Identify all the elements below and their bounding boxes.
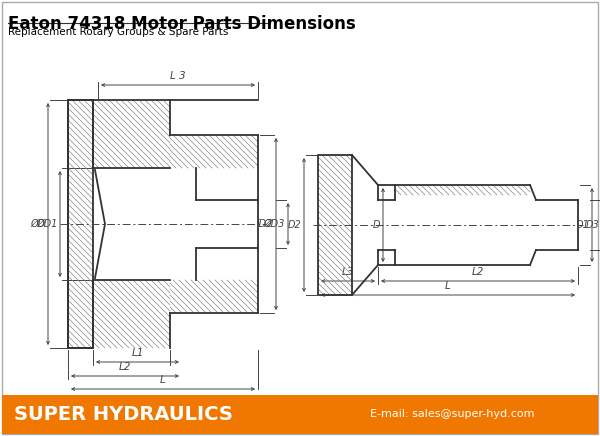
Text: Eaton 74318 Motor Parts Dimensions: Eaton 74318 Motor Parts Dimensions	[8, 15, 356, 33]
Bar	[93, 168, 196, 280]
Text: ØD3: ØD3	[263, 219, 285, 229]
Text: L3: L3	[342, 267, 354, 277]
Text: D3: D3	[585, 220, 599, 230]
Text: D2: D2	[287, 220, 301, 230]
Bar	[318, 155, 578, 295]
Text: L 3: L 3	[170, 71, 186, 81]
Polygon shape	[352, 155, 378, 185]
Text: SUPER HYDRAULICS: SUPER HYDRAULICS	[14, 405, 233, 423]
Text: L1: L1	[131, 348, 143, 358]
Bar	[395, 195, 530, 255]
Text: E-mail: sales@super-hyd.com: E-mail: sales@super-hyd.com	[370, 409, 535, 419]
Text: L: L	[445, 281, 451, 291]
Bar	[2, 395, 598, 434]
Text: L: L	[160, 375, 166, 385]
Bar	[318, 155, 352, 295]
Text: ØD: ØD	[30, 219, 45, 229]
Bar	[68, 100, 93, 348]
Text: ØD2: ØD2	[251, 219, 273, 229]
Text: L2: L2	[119, 362, 131, 372]
Text: L2: L2	[472, 267, 484, 277]
Text: Replacement Rotary Groups & Spare Parts: Replacement Rotary Groups & Spare Parts	[8, 27, 229, 37]
Text: D1: D1	[575, 220, 589, 230]
Text: ØD1: ØD1	[37, 219, 58, 229]
Bar	[395, 200, 578, 250]
Text: D: D	[373, 220, 380, 230]
Bar	[68, 100, 258, 348]
Bar	[196, 200, 258, 248]
